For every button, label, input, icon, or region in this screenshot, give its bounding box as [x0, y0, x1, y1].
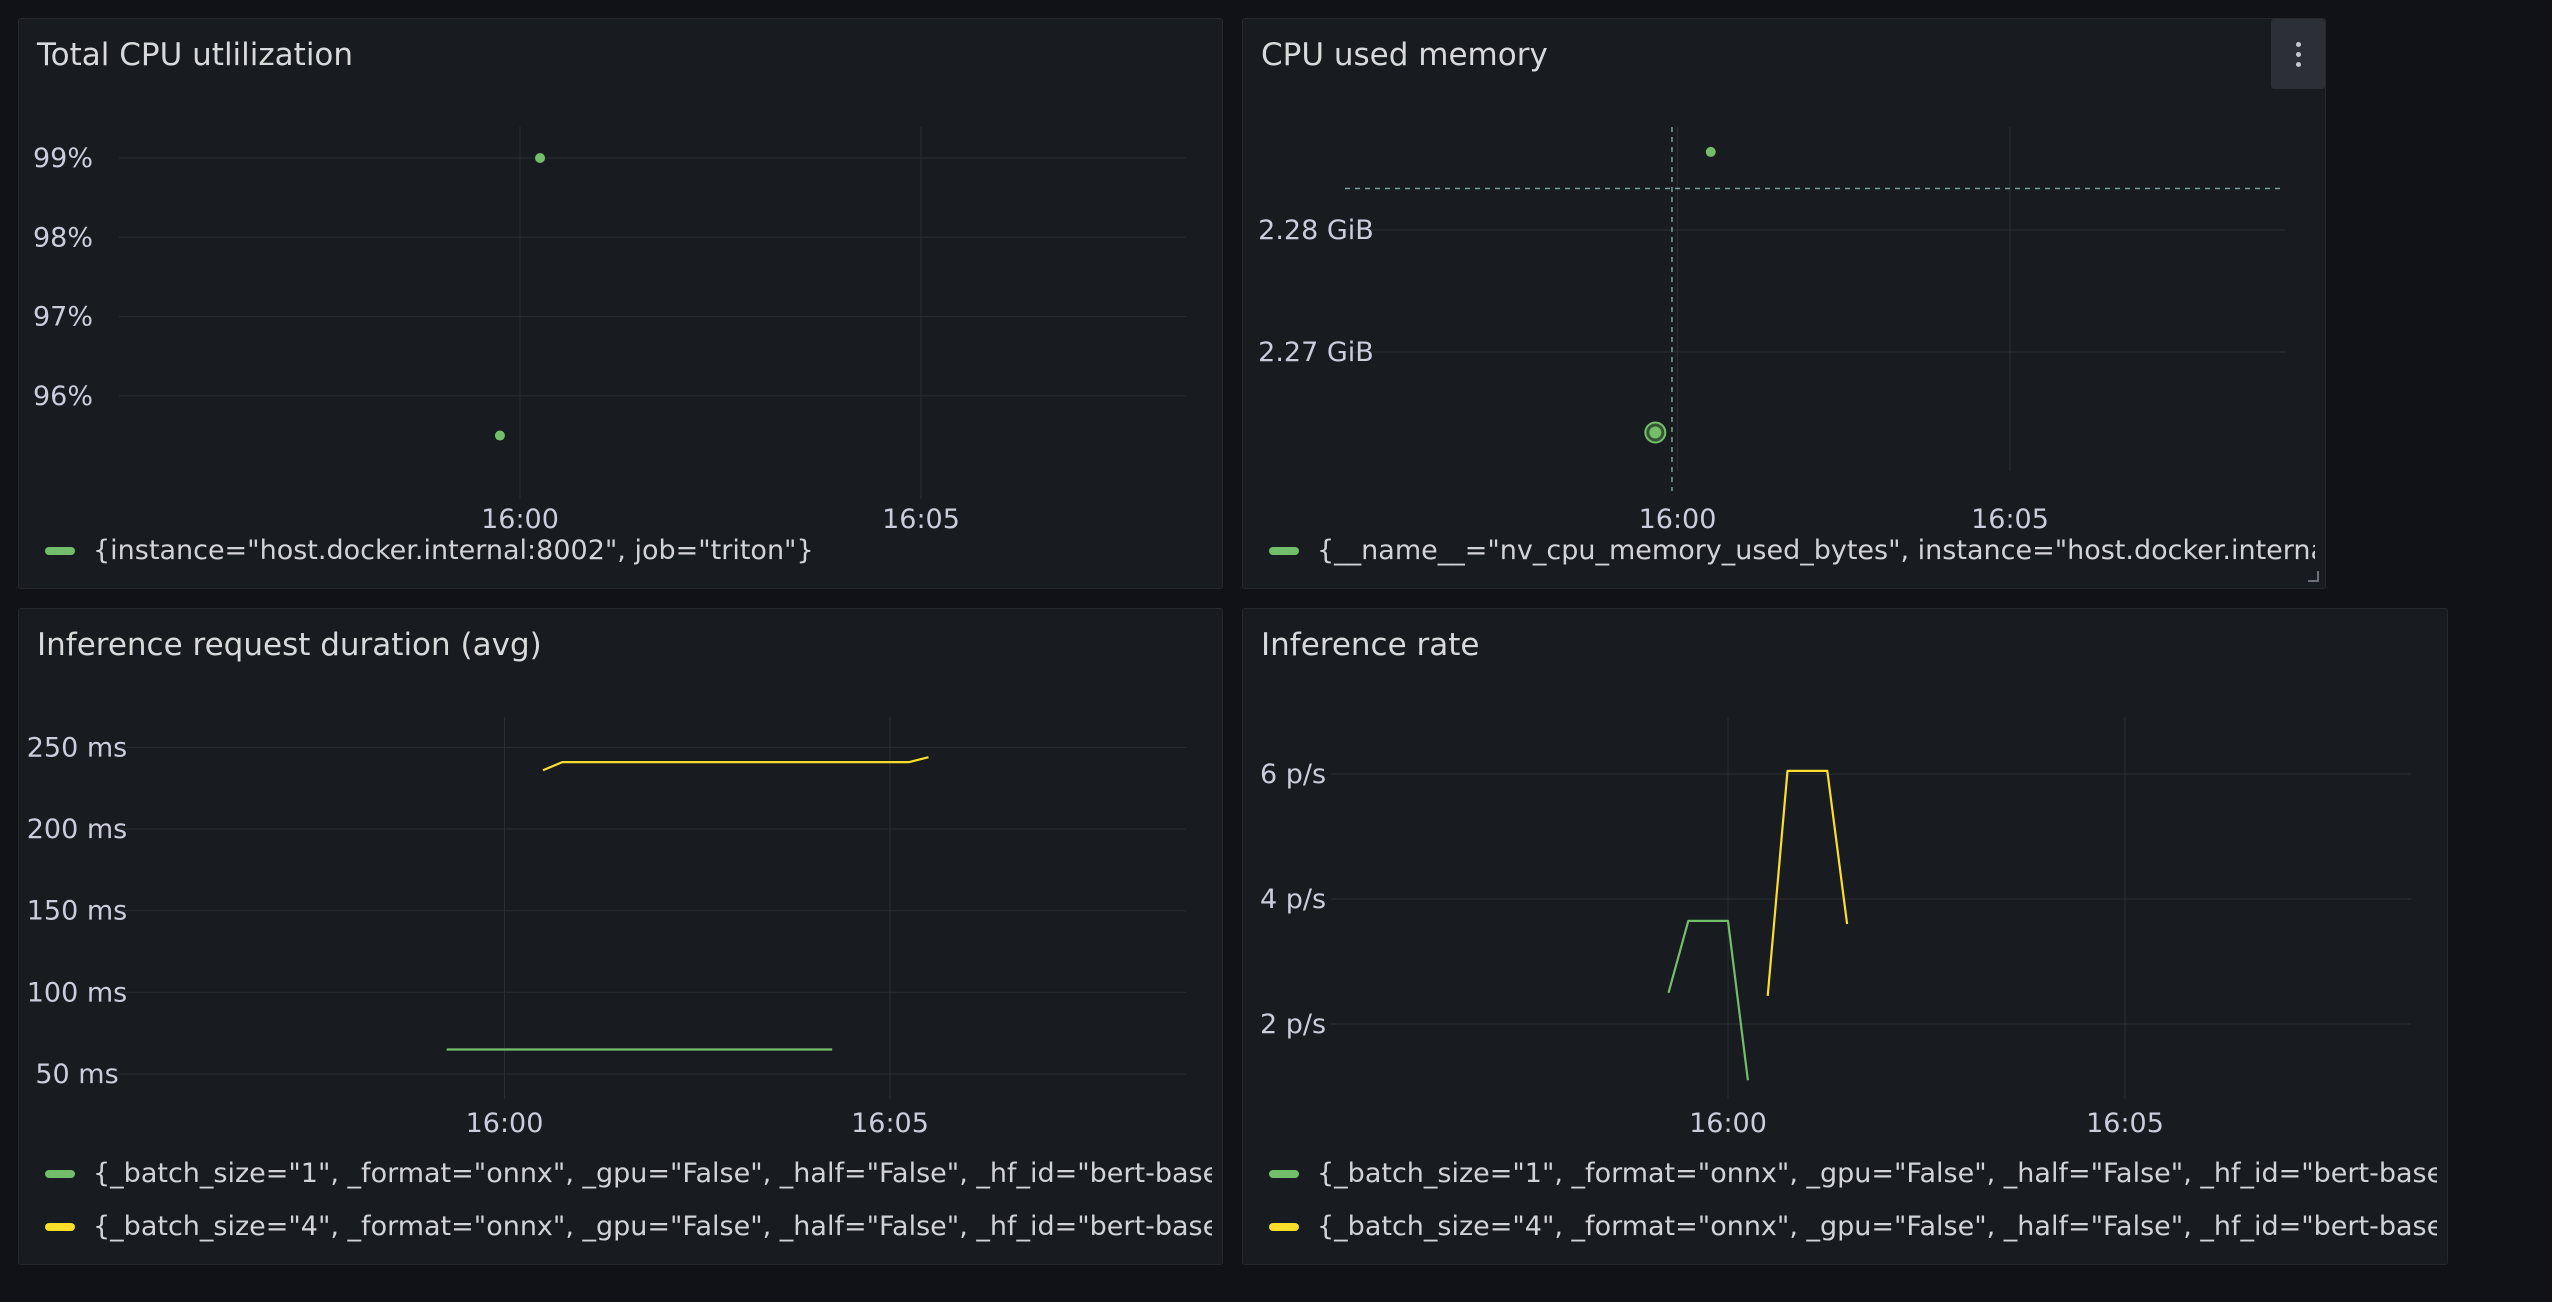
legend-swatch-icon: [1269, 1169, 1299, 1178]
x-tick-label: 16:05: [2086, 1108, 2164, 1139]
legend-swatch-icon: [1269, 1222, 1299, 1231]
legend-item[interactable]: {_batch_size="4", _format="onnx", _gpu="…: [1269, 1200, 2437, 1253]
y-tick-label: 2.27 GiB: [1258, 337, 1374, 368]
legend-swatch-icon: [45, 1169, 75, 1178]
legend-item[interactable]: {__name__="nv_cpu_memory_used_bytes", in…: [1269, 524, 2315, 577]
legend-label: {_batch_size="4", _format="onnx", _gpu="…: [93, 1211, 1212, 1242]
y-tick-label: 4 p/s: [1260, 884, 1326, 915]
panel-menu-button[interactable]: [2271, 19, 2325, 89]
legend-item[interactable]: {instance="host.docker.internal:8002", j…: [45, 524, 1212, 577]
panel-inference-rate[interactable]: Inference rate 6 p/s 4 p/s 2 p/s 16:00 16:05…: [1242, 608, 2448, 1265]
y-tick-label: 100 ms: [27, 977, 128, 1008]
legend: {_batch_size="1", _format="onnx", _gpu="…: [1269, 1147, 2437, 1253]
legend-swatch-icon: [45, 546, 75, 555]
series-line[interactable]: [542, 756, 929, 772]
y-tick-label: 2.28 GiB: [1258, 215, 1374, 246]
panel-total-cpu-utilization[interactable]: Total CPU utlilization 99% 98% 97% 96% 16:00…: [18, 18, 1223, 589]
legend: {_batch_size="1", _format="onnx", _gpu="…: [45, 1147, 1212, 1253]
chart-plot[interactable]: 6 p/s 4 p/s 2 p/s 16:00 16:05: [1243, 609, 2448, 1265]
x-tick-label: 16:00: [481, 504, 559, 535]
legend-label: {_batch_size="1", _format="onnx", _gpu="…: [93, 1158, 1212, 1189]
panel-inference-request-duration[interactable]: Inference request duration (avg) 250 ms 2…: [18, 608, 1223, 1265]
x-tick-label: 16:05: [851, 1108, 929, 1139]
chart-plot[interactable]: 99% 98% 97% 96% 16:00 16:05: [19, 19, 1223, 589]
legend-swatch-icon: [1269, 546, 1299, 555]
data-point[interactable]: [1705, 146, 1716, 157]
x-tick-label: 16:00: [466, 1108, 544, 1139]
panel-title[interactable]: Total CPU utlilization: [37, 37, 354, 73]
legend: {instance="host.docker.internal:8002", j…: [45, 524, 1212, 577]
legend: {__name__="nv_cpu_memory_used_bytes", in…: [1269, 524, 2315, 577]
legend-item[interactable]: {_batch_size="4", _format="onnx", _gpu="…: [45, 1200, 1212, 1253]
y-tick-label: 50 ms: [35, 1059, 118, 1090]
x-tick-label: 16:05: [882, 504, 960, 535]
y-tick-label: 99%: [33, 143, 93, 174]
data-point[interactable]: [535, 153, 546, 163]
legend-label: {__name__="nv_cpu_memory_used_bytes", in…: [1317, 535, 2315, 566]
chart-plot[interactable]: 250 ms 200 ms 150 ms 100 ms 50 ms 16:00 16:05: [19, 609, 1223, 1265]
y-tick-label: 97%: [33, 302, 93, 333]
menu-dot-icon: [2295, 51, 2301, 57]
legend-label: {_batch_size="1", _format="onnx", _gpu="…: [1317, 1158, 2437, 1189]
y-tick-label: 150 ms: [27, 896, 128, 927]
y-tick-label: 6 p/s: [1260, 759, 1326, 790]
y-tick-label: 200 ms: [27, 814, 128, 845]
chart-plot[interactable]: 2.28 GiB 2.27 GiB 16:00 16:05: [1243, 19, 2326, 589]
legend-label: {_batch_size="4", _format="onnx", _gpu="…: [1317, 1211, 2437, 1242]
menu-dot-icon: [2295, 41, 2301, 47]
resize-handle-icon[interactable]: [2308, 571, 2319, 582]
panel-title[interactable]: CPU used memory: [1261, 37, 1548, 73]
panel-cpu-used-memory[interactable]: CPU used memory 2.28 GiB 2.27 GiB 16:00 16:…: [1242, 18, 2326, 589]
y-tick-label: 2 p/s: [1260, 1009, 1326, 1040]
data-point[interactable]: [494, 430, 505, 441]
y-tick-label: 96%: [33, 381, 93, 412]
series-line[interactable]: [1766, 769, 1849, 996]
x-tick-label: 16:00: [1689, 1108, 1767, 1139]
legend-swatch-icon: [45, 1222, 75, 1231]
legend-label: {instance="host.docker.internal:8002", j…: [93, 535, 814, 566]
legend-item[interactable]: {_batch_size="1", _format="onnx", _gpu="…: [45, 1147, 1212, 1200]
x-tick-label: 16:00: [1639, 504, 1717, 535]
panel-title[interactable]: Inference rate: [1261, 627, 1480, 663]
legend-item[interactable]: {_batch_size="1", _format="onnx", _gpu="…: [1269, 1147, 2437, 1200]
x-tick-label: 16:05: [1971, 504, 2049, 535]
y-tick-label: 98%: [33, 222, 93, 253]
series-line[interactable]: [1667, 919, 1749, 1081]
panel-title[interactable]: Inference request duration (avg): [37, 627, 542, 663]
data-point[interactable]: [1649, 426, 1662, 439]
menu-dot-icon: [2295, 61, 2301, 67]
y-tick-label: 250 ms: [27, 732, 128, 763]
